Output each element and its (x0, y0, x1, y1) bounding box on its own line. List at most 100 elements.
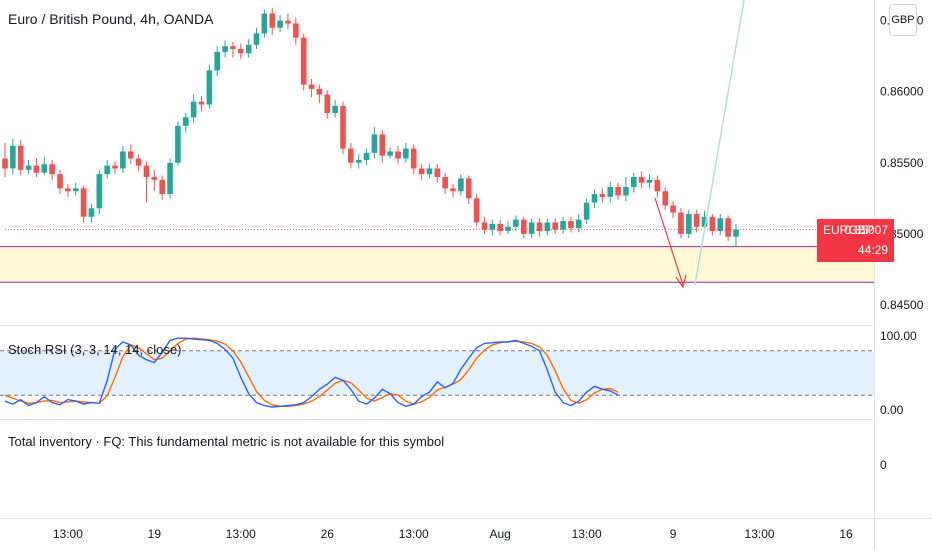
candle-body (41, 164, 48, 173)
candle-body (230, 46, 236, 50)
candle-body (505, 226, 511, 232)
badge-symbol: EURGBP (823, 223, 874, 237)
candle-body (615, 186, 621, 196)
rsi-tick-label: 0.00 (880, 403, 904, 417)
candle-body (316, 88, 323, 95)
candle-body (678, 212, 684, 234)
candle-body (355, 159, 362, 163)
candle-body (308, 84, 315, 89)
candle-body (607, 186, 614, 197)
candle-body (127, 151, 134, 159)
drawing-layer[interactable] (654, 0, 745, 289)
candle-body (662, 191, 669, 206)
candle-body (403, 148, 409, 159)
candle-body (269, 13, 276, 28)
candle-body (591, 194, 598, 203)
candle-body (623, 186, 629, 196)
candle-body (701, 216, 708, 227)
rsi-band-fill (0, 350, 874, 396)
candle-body (277, 20, 283, 28)
projection-trend-line (694, 0, 745, 286)
rsi-k-line (4, 337, 619, 408)
candle-body (536, 222, 543, 232)
price-tick-label: 0.84500 (880, 298, 924, 312)
candle-body (25, 165, 32, 170)
candle-body (17, 145, 24, 170)
candle-body (88, 208, 95, 217)
candle-body (520, 219, 527, 234)
candle-body (253, 33, 260, 45)
time-tick-label: Aug (490, 527, 511, 541)
inventory-tick-label: 0 (880, 458, 887, 472)
candle-body (481, 222, 488, 230)
candle-body (379, 134, 386, 156)
candle-body (182, 117, 189, 126)
candle-body (725, 218, 731, 237)
time-tick-label: 16 (839, 527, 853, 541)
candle-body (300, 37, 307, 85)
candle-body (568, 221, 574, 229)
badge-countdown: 44:29 (857, 243, 888, 257)
candle-body (670, 205, 676, 213)
indicator-legend[interactable]: Stoch RSI (3, 3, 14, 14, close) (8, 342, 182, 357)
time-tick-label: 9 (670, 527, 677, 541)
candle-body (245, 44, 252, 54)
candle-body (363, 152, 370, 160)
candle-body (552, 222, 558, 230)
candle-body (348, 148, 354, 163)
candle-body (410, 148, 417, 169)
candle-body (175, 125, 181, 163)
candle-body (80, 188, 87, 217)
candle-body (560, 221, 566, 230)
time-tick-label: 13:00 (745, 527, 775, 541)
candle-body (261, 13, 268, 34)
candle-body (418, 168, 425, 175)
candle-body (96, 174, 103, 209)
candle-body (434, 168, 441, 178)
time-tick-label: 26 (321, 527, 335, 541)
candle-body (544, 222, 551, 232)
candle-body (395, 151, 401, 159)
candle-body (72, 188, 79, 192)
candle-body (214, 51, 221, 71)
inventory-legend[interactable]: Total inventory · FQ: This fundamental m… (8, 434, 445, 449)
price-series (2, 7, 874, 247)
last-price-badge: EURGBP 0.85007 44:29 (817, 219, 894, 262)
candle-body (340, 105, 346, 149)
candle-body (206, 70, 213, 105)
time-tick-label: 19 (148, 527, 162, 541)
candle-body (473, 198, 480, 223)
candle-body (167, 162, 173, 195)
stoch-rsi-series (0, 337, 874, 408)
candle-body (709, 216, 716, 232)
candle-body (371, 134, 378, 153)
candle-body (198, 101, 205, 105)
currency-button[interactable]: GBP (889, 4, 917, 36)
candle-body (65, 188, 71, 192)
candle-body (583, 202, 590, 220)
price-tick-label: 0.86000 (880, 85, 924, 99)
candle-body (112, 165, 118, 169)
time-tick-label: 13:00 (53, 527, 83, 541)
candle-body (57, 174, 63, 189)
rsi-d-line (4, 337, 619, 407)
candle-body (599, 194, 606, 197)
candle-body (120, 151, 126, 169)
candle-body (324, 94, 331, 114)
rsi-tick-label: 100.00 (880, 329, 917, 343)
candle-body (293, 23, 299, 38)
candle-body (2, 158, 8, 169)
candle-body (332, 105, 338, 114)
candle-body (159, 179, 165, 195)
candle-body (575, 219, 582, 229)
candle-body (497, 223, 503, 232)
symbol-title[interactable]: Euro / British Pound, 4h, OANDA (8, 11, 214, 27)
time-tick-label: 13:00 (226, 527, 256, 541)
candle-body (143, 165, 150, 178)
support-zone[interactable] (0, 246, 874, 283)
candle-body (631, 177, 637, 187)
badge-price: 0.85007 (844, 223, 888, 237)
candle-body (135, 158, 142, 166)
candle-body (693, 213, 700, 227)
